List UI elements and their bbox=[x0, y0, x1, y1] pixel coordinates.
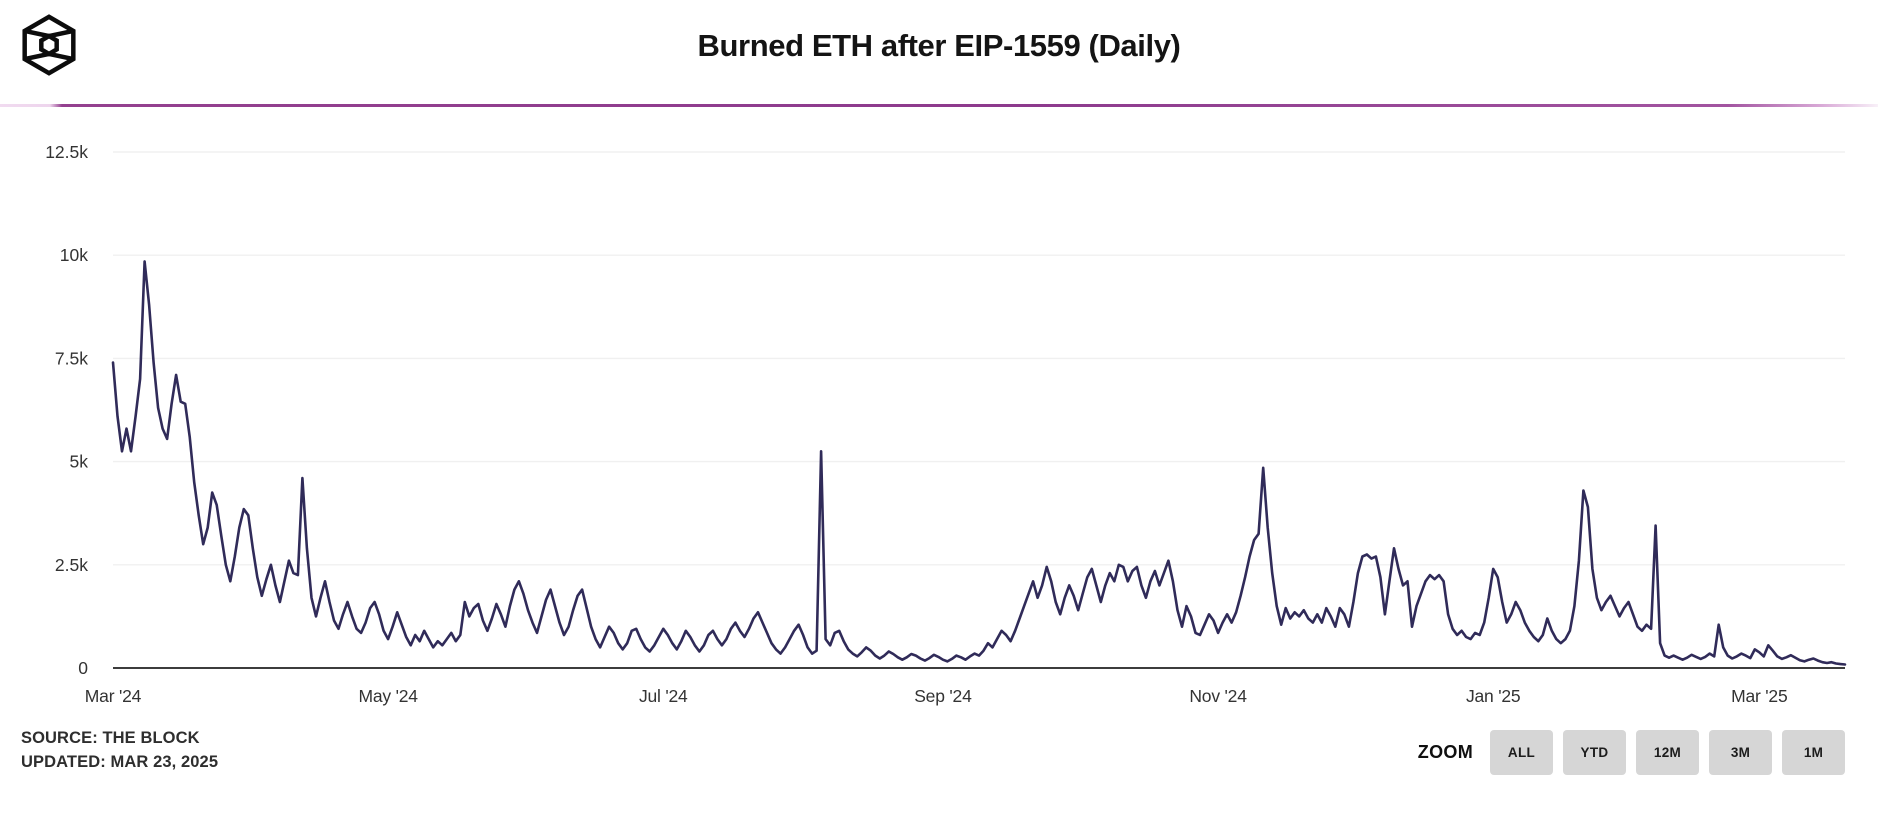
x-axis-label-2: Jul '24 bbox=[639, 686, 688, 706]
x-axis-label-3: Sep '24 bbox=[914, 686, 972, 706]
zoom-button-12m[interactable]: 12M bbox=[1636, 730, 1699, 775]
zoom-button-3m[interactable]: 3M bbox=[1709, 730, 1772, 775]
x-axis-label-4: Nov '24 bbox=[1189, 686, 1247, 706]
source-block: SOURCE: THE BLOCK UPDATED: MAR 23, 2025 bbox=[21, 726, 218, 774]
zoom-label: ZOOM bbox=[1417, 742, 1473, 762]
y-axis-label-12.5k: 12.5k bbox=[45, 142, 88, 162]
zoom-button-1m[interactable]: 1M bbox=[1782, 730, 1845, 775]
the-block-logo bbox=[22, 14, 76, 76]
burned-eth-line bbox=[111, 260, 1847, 666]
x-axis-label-5: Jan '25 bbox=[1466, 686, 1520, 706]
header-divider-line bbox=[0, 104, 1878, 107]
source-text: SOURCE: THE BLOCK bbox=[21, 729, 200, 747]
x-axis-label-6: Mar '25 bbox=[1731, 686, 1787, 706]
updated-text: UPDATED: MAR 23, 2025 bbox=[21, 753, 219, 771]
zoom-button-all[interactable]: ALL bbox=[1490, 730, 1553, 775]
y-axis-label-7.5k: 7.5k bbox=[55, 348, 88, 368]
x-axis-label-1: May '24 bbox=[358, 686, 418, 706]
zoom-button-ytd[interactable]: YTD bbox=[1563, 730, 1626, 775]
y-axis-label-0: 0 bbox=[78, 658, 88, 678]
y-axis-label-10k: 10k bbox=[60, 245, 88, 265]
x-axis-label-0: Mar '24 bbox=[85, 686, 142, 706]
zoom-controls: ZOOM ALL YTD 12M 3M 1M bbox=[1418, 730, 1845, 775]
y-axis-label-5k: 5k bbox=[70, 452, 89, 472]
logo-top-face-edges bbox=[24, 28, 74, 39]
logo-bottom-face-edges bbox=[24, 51, 74, 62]
y-axis-label-2.5k: 2.5k bbox=[55, 555, 88, 575]
chart-title: Burned ETH after EIP-1559 (Daily) bbox=[697, 28, 1181, 63]
